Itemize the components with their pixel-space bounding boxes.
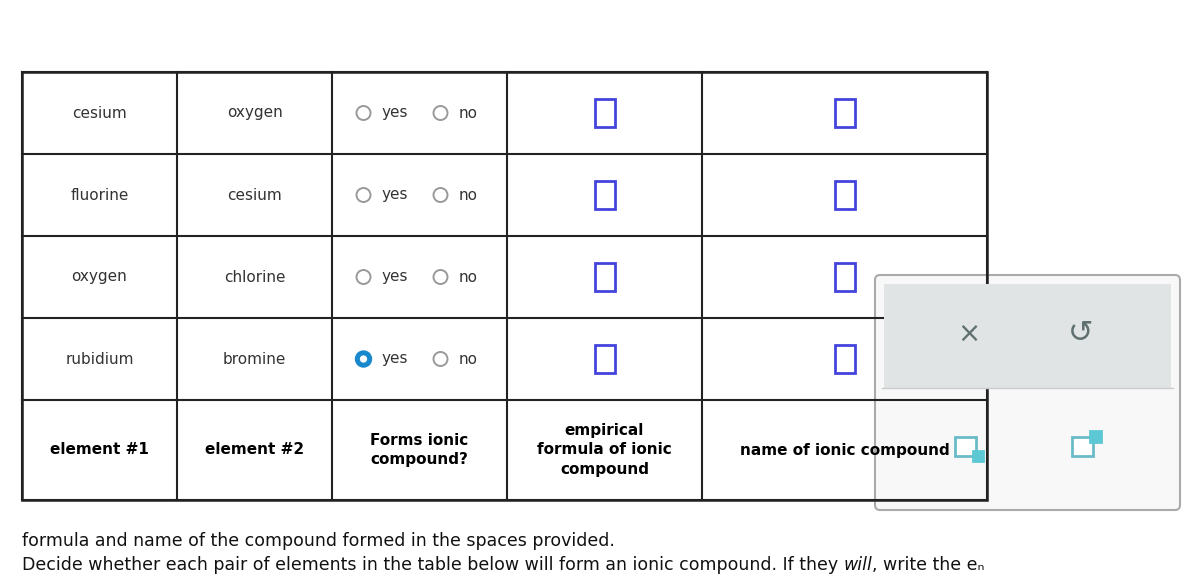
Bar [594,181,614,209]
Circle shape [433,352,448,366]
Text: no: no [458,270,478,285]
Text: name of ionic compound: name of ionic compound [739,443,949,458]
Text: oxygen: oxygen [227,106,282,121]
Bar [594,263,614,291]
Text: , write the eₙ: , write the eₙ [872,556,985,574]
Bar [594,99,614,127]
Text: element #2: element #2 [205,443,304,458]
Bar [834,263,854,291]
Text: yes: yes [382,106,408,121]
Bar [834,99,854,127]
Text: yes: yes [382,187,408,202]
Text: ×: × [956,320,980,348]
Text: yes: yes [382,351,408,367]
Text: no: no [458,187,478,202]
Bar [834,345,854,373]
Text: chlorine: chlorine [223,270,286,285]
Text: ↺: ↺ [1068,320,1093,349]
Text: empirical
formula of ionic
compound: empirical formula of ionic compound [538,423,672,477]
Circle shape [356,106,371,120]
Text: Forms ionic
compound?: Forms ionic compound? [371,433,469,467]
Text: element #1: element #1 [50,443,149,458]
Text: rubidium: rubidium [65,351,133,367]
Bar [1073,437,1093,456]
Text: oxygen: oxygen [72,270,127,285]
Text: Decide whether each pair of elements in the table below will form an ionic compo: Decide whether each pair of elements in … [22,556,844,574]
Text: cesium: cesium [227,187,282,202]
Bar [594,345,614,373]
Circle shape [433,188,448,202]
Text: bromine: bromine [223,351,286,367]
Text: no: no [458,106,478,121]
Text: no: no [458,351,478,367]
Text: will: will [844,556,872,574]
Circle shape [356,270,371,284]
Bar [834,181,854,209]
Circle shape [360,356,366,362]
Bar [973,451,983,461]
Circle shape [355,351,372,367]
Bar [1091,431,1100,441]
Bar [22,72,986,500]
Text: fluorine: fluorine [71,187,128,202]
Bar [954,437,976,456]
Text: formula and name of the compound formed in the spaces provided.: formula and name of the compound formed … [22,532,614,550]
Text: yes: yes [382,270,408,285]
Text: cesium: cesium [72,106,127,121]
Circle shape [433,270,448,284]
Circle shape [433,106,448,120]
Circle shape [356,188,371,202]
FancyBboxPatch shape [875,275,1180,510]
